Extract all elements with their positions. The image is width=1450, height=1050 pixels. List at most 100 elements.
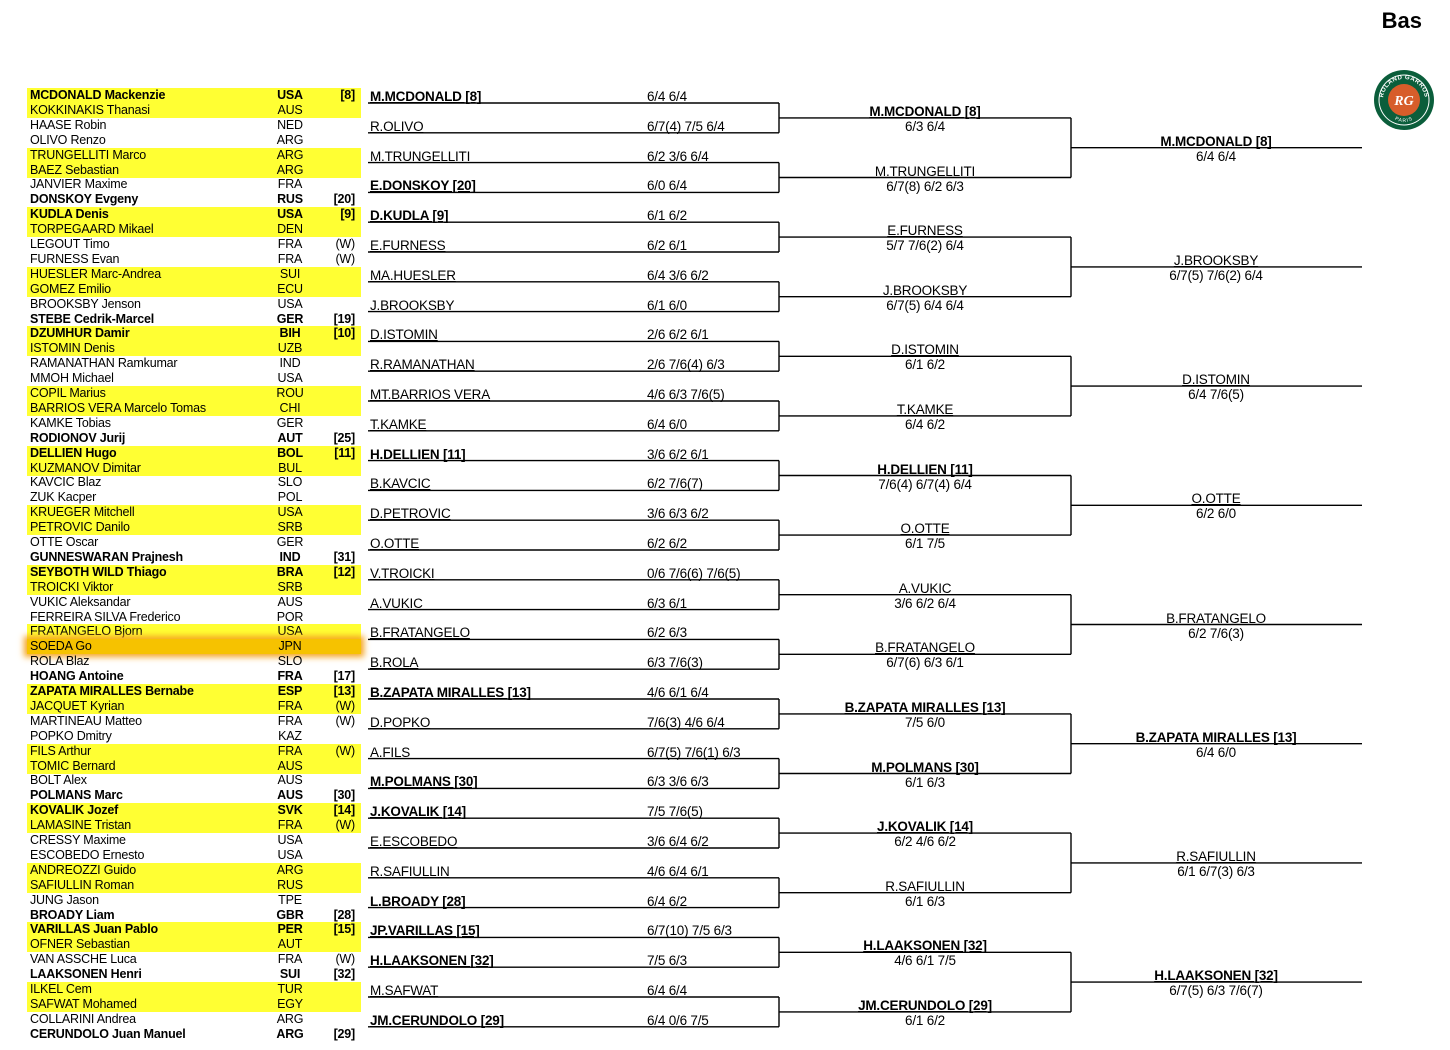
player-country: AUS <box>277 788 303 803</box>
r2-score: 6/7(5) 6/4 6/4 <box>886 297 964 313</box>
player-seed: [13] <box>333 684 356 698</box>
player-country: ECU <box>277 281 303 296</box>
r1-score: 6/4 6/4 <box>647 89 687 104</box>
player-seed: [12] <box>333 564 356 579</box>
r2-player: JM.CERUNDOLO [29] <box>858 997 992 1013</box>
player-name: ROLA Blaz <box>30 654 90 669</box>
player-row: ISTOMIN Denis UZB <box>27 341 361 357</box>
r1-player: M.MCDONALD [8] <box>370 89 482 104</box>
player-name: SAFWAT Mohamed <box>30 996 137 1011</box>
player-country: RUS <box>277 192 303 207</box>
player-name: KUZMANOV Dimitar <box>30 460 141 475</box>
player-name: GUNNESWARAN Prajnesh <box>30 549 183 564</box>
player-row: TOMIC Bernard AUS <box>27 758 361 774</box>
r2-player: M.POLMANS [30] <box>871 759 979 775</box>
player-name: OTTE Oscar <box>30 535 99 549</box>
r1-score: 6/0 6/4 <box>647 178 687 194</box>
player-country: AUT <box>277 430 303 445</box>
r1-player: R.RAMANATHAN <box>370 357 475 373</box>
player-country: EGY <box>277 996 303 1011</box>
r2-player: M.TRUNGELLITI <box>874 163 976 179</box>
player-name: JUNG Jason <box>30 892 99 907</box>
player-country: FRA <box>277 177 303 192</box>
r2-player: T.KAMKE <box>896 401 954 417</box>
r1-player: R.SAFIULLIN <box>370 863 450 879</box>
player-country: ARG <box>276 162 304 177</box>
r1-score: 6/1 6/2 <box>647 208 687 224</box>
player-country: JPN <box>278 639 302 654</box>
player-country: TUR <box>277 982 303 996</box>
player-name: HOANG Antoine <box>30 669 124 684</box>
r2-player: H.DELLIEN [11] <box>877 461 973 477</box>
player-name: BOLT Alex <box>30 773 87 788</box>
player-row: COLLARINI Andrea ARG <box>27 1012 361 1027</box>
player-seed: [29] <box>333 1026 356 1041</box>
player-row: MARTINEAU Matteo FRA (W) <box>27 714 361 729</box>
player-country: FRA <box>277 698 303 713</box>
player-country: AUS <box>277 773 303 788</box>
r1-player: J.BROOKSBY <box>370 297 455 313</box>
r3-score: 6/2 6/0 <box>1196 506 1236 522</box>
r3-player: J.BROOKSBY <box>1173 252 1259 268</box>
player-row: BOLT Alex AUS <box>27 773 361 788</box>
player-row: BROADY Liam GBR [28] <box>27 908 361 923</box>
r2-score: 6/4 6/2 <box>905 416 945 432</box>
player-country: SVK <box>277 803 303 818</box>
player-row: TRUNGELLITI Marco ARG <box>27 147 361 163</box>
player-country: DEN <box>277 222 303 237</box>
player-country: BUL <box>278 460 302 475</box>
player-row: ZUK Kacper POL <box>27 490 361 505</box>
player-name: MARTINEAU Matteo <box>30 713 142 728</box>
r3-score: 6/4 6/4 <box>1196 148 1236 164</box>
player-country: USA <box>277 207 303 222</box>
player-row: KAVCIC Blaz SLO <box>27 475 361 490</box>
player-row: OLIVO Renzo ARG <box>27 133 361 148</box>
r3-player: B.ZAPATA MIRALLES [13] <box>1135 729 1297 745</box>
player-country: IND <box>279 356 301 371</box>
player-country: NED <box>277 117 303 132</box>
player-name: FRATANGELO Bjorn <box>30 624 143 639</box>
r3-player: O.OTTE <box>1191 491 1241 507</box>
r2-player: H.LAAKSONEN [32] <box>863 938 987 954</box>
r2-score: 4/6 6/1 7/5 <box>894 953 956 969</box>
r1-score: 7/5 6/3 <box>647 953 687 969</box>
player-row: MMOH Michael USA <box>27 371 361 386</box>
r2-player: J.BROOKSBY <box>882 282 968 298</box>
r1-player: V.TROICKI <box>370 565 435 581</box>
player-country: FRA <box>277 743 303 758</box>
player-name: ANDREOZZI Guido <box>30 862 137 877</box>
player-row: HOANG Antoine FRA [17] <box>27 669 361 684</box>
logo-monogram: RG <box>1393 94 1413 109</box>
r2-score: 6/1 6/3 <box>905 774 945 790</box>
player-seed: [9] <box>340 207 355 222</box>
r1-score: 6/7(5) 7/6(1) 6/3 <box>647 744 741 760</box>
player-row: OTTE Oscar GER <box>27 535 361 550</box>
player-country: SRB <box>277 579 303 594</box>
player-country: ARG <box>276 1011 304 1026</box>
r1-player: A.VUKIC <box>370 595 423 611</box>
player-name: FURNESS Evan <box>30 251 120 266</box>
player-name: HAASE Robin <box>30 117 107 132</box>
r1-score: 6/4 6/0 <box>647 416 687 432</box>
player-country: USA <box>277 847 303 862</box>
player-seed: (W) <box>335 237 355 251</box>
player-list: MCDONALD Mackenzie USA [8] KOKKINAKIS Thana… <box>0 0 365 1050</box>
player-row: KUDLA Denis USA [9] <box>27 207 361 223</box>
r2-player: R.SAFIULLIN <box>885 878 965 894</box>
r1-player: E.FURNESS <box>370 238 446 253</box>
page-title: Bas <box>1381 8 1422 33</box>
player-row: KOVALIK Jozef SVK [14] <box>27 803 361 819</box>
player-country: SRB <box>277 520 303 535</box>
player-row: VARILLAS Juan Pablo PER [15] <box>27 922 361 938</box>
player-row: BROOKSBY Jenson USA <box>27 297 361 312</box>
player-name: VAN ASSCHE Luca <box>30 952 137 967</box>
player-country: ARG <box>276 147 304 162</box>
player-row: JANVIER Maxime FRA <box>27 177 361 192</box>
player-country: USA <box>277 624 303 639</box>
player-name: PETROVIC Danilo <box>30 520 130 535</box>
r1-player: B.KAVCIC <box>370 476 431 492</box>
player-seed: [20] <box>333 192 356 207</box>
r1-score: 6/2 3/6 6/4 <box>647 148 709 164</box>
player-name: FILS Arthur <box>30 743 92 758</box>
player-row: SAFWAT Mohamed EGY <box>27 996 361 1012</box>
